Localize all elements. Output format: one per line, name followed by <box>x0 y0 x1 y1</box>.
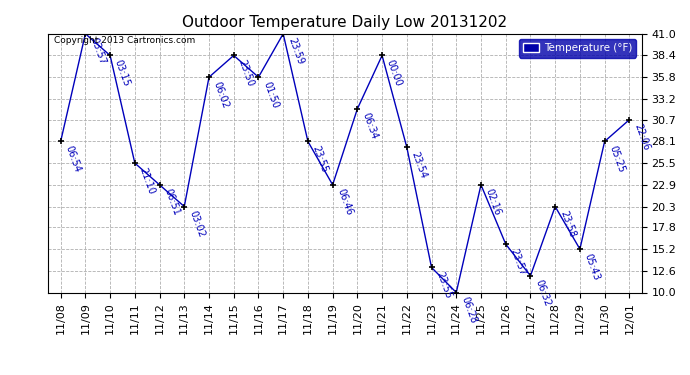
Text: 23:57: 23:57 <box>509 247 528 277</box>
Text: 23:50: 23:50 <box>237 58 255 88</box>
Text: 03:02: 03:02 <box>187 209 206 239</box>
Text: 06:34: 06:34 <box>360 112 379 141</box>
Text: 06:28: 06:28 <box>459 295 478 325</box>
Text: 06:51: 06:51 <box>162 188 181 217</box>
Legend: Temperature (°F): Temperature (°F) <box>519 39 636 57</box>
Text: 05:43: 05:43 <box>582 252 602 282</box>
Text: 05:25: 05:25 <box>607 144 627 174</box>
Text: 23:58: 23:58 <box>558 209 577 239</box>
Text: 01:50: 01:50 <box>262 80 280 110</box>
Text: 06:46: 06:46 <box>335 188 354 217</box>
Text: 22:06: 22:06 <box>632 123 651 152</box>
Text: 23:54: 23:54 <box>410 150 428 180</box>
Text: 23:55: 23:55 <box>434 270 453 300</box>
Text: 03:15: 03:15 <box>113 58 132 88</box>
Text: Copyright 2013 Cartronics.com: Copyright 2013 Cartronics.com <box>55 36 195 45</box>
Text: 00:00: 00:00 <box>385 58 404 88</box>
Text: 06:02: 06:02 <box>212 80 230 110</box>
Text: 06:32: 06:32 <box>533 279 552 308</box>
Text: 03:57: 03:57 <box>88 36 107 66</box>
Text: 02:16: 02:16 <box>484 188 503 217</box>
Text: 06:54: 06:54 <box>63 144 82 174</box>
Text: 21:10: 21:10 <box>137 166 157 195</box>
Text: 23:59: 23:59 <box>286 36 305 66</box>
Text: 23:55: 23:55 <box>310 144 330 174</box>
Text: Outdoor Temperature Daily Low 20131202: Outdoor Temperature Daily Low 20131202 <box>182 15 508 30</box>
